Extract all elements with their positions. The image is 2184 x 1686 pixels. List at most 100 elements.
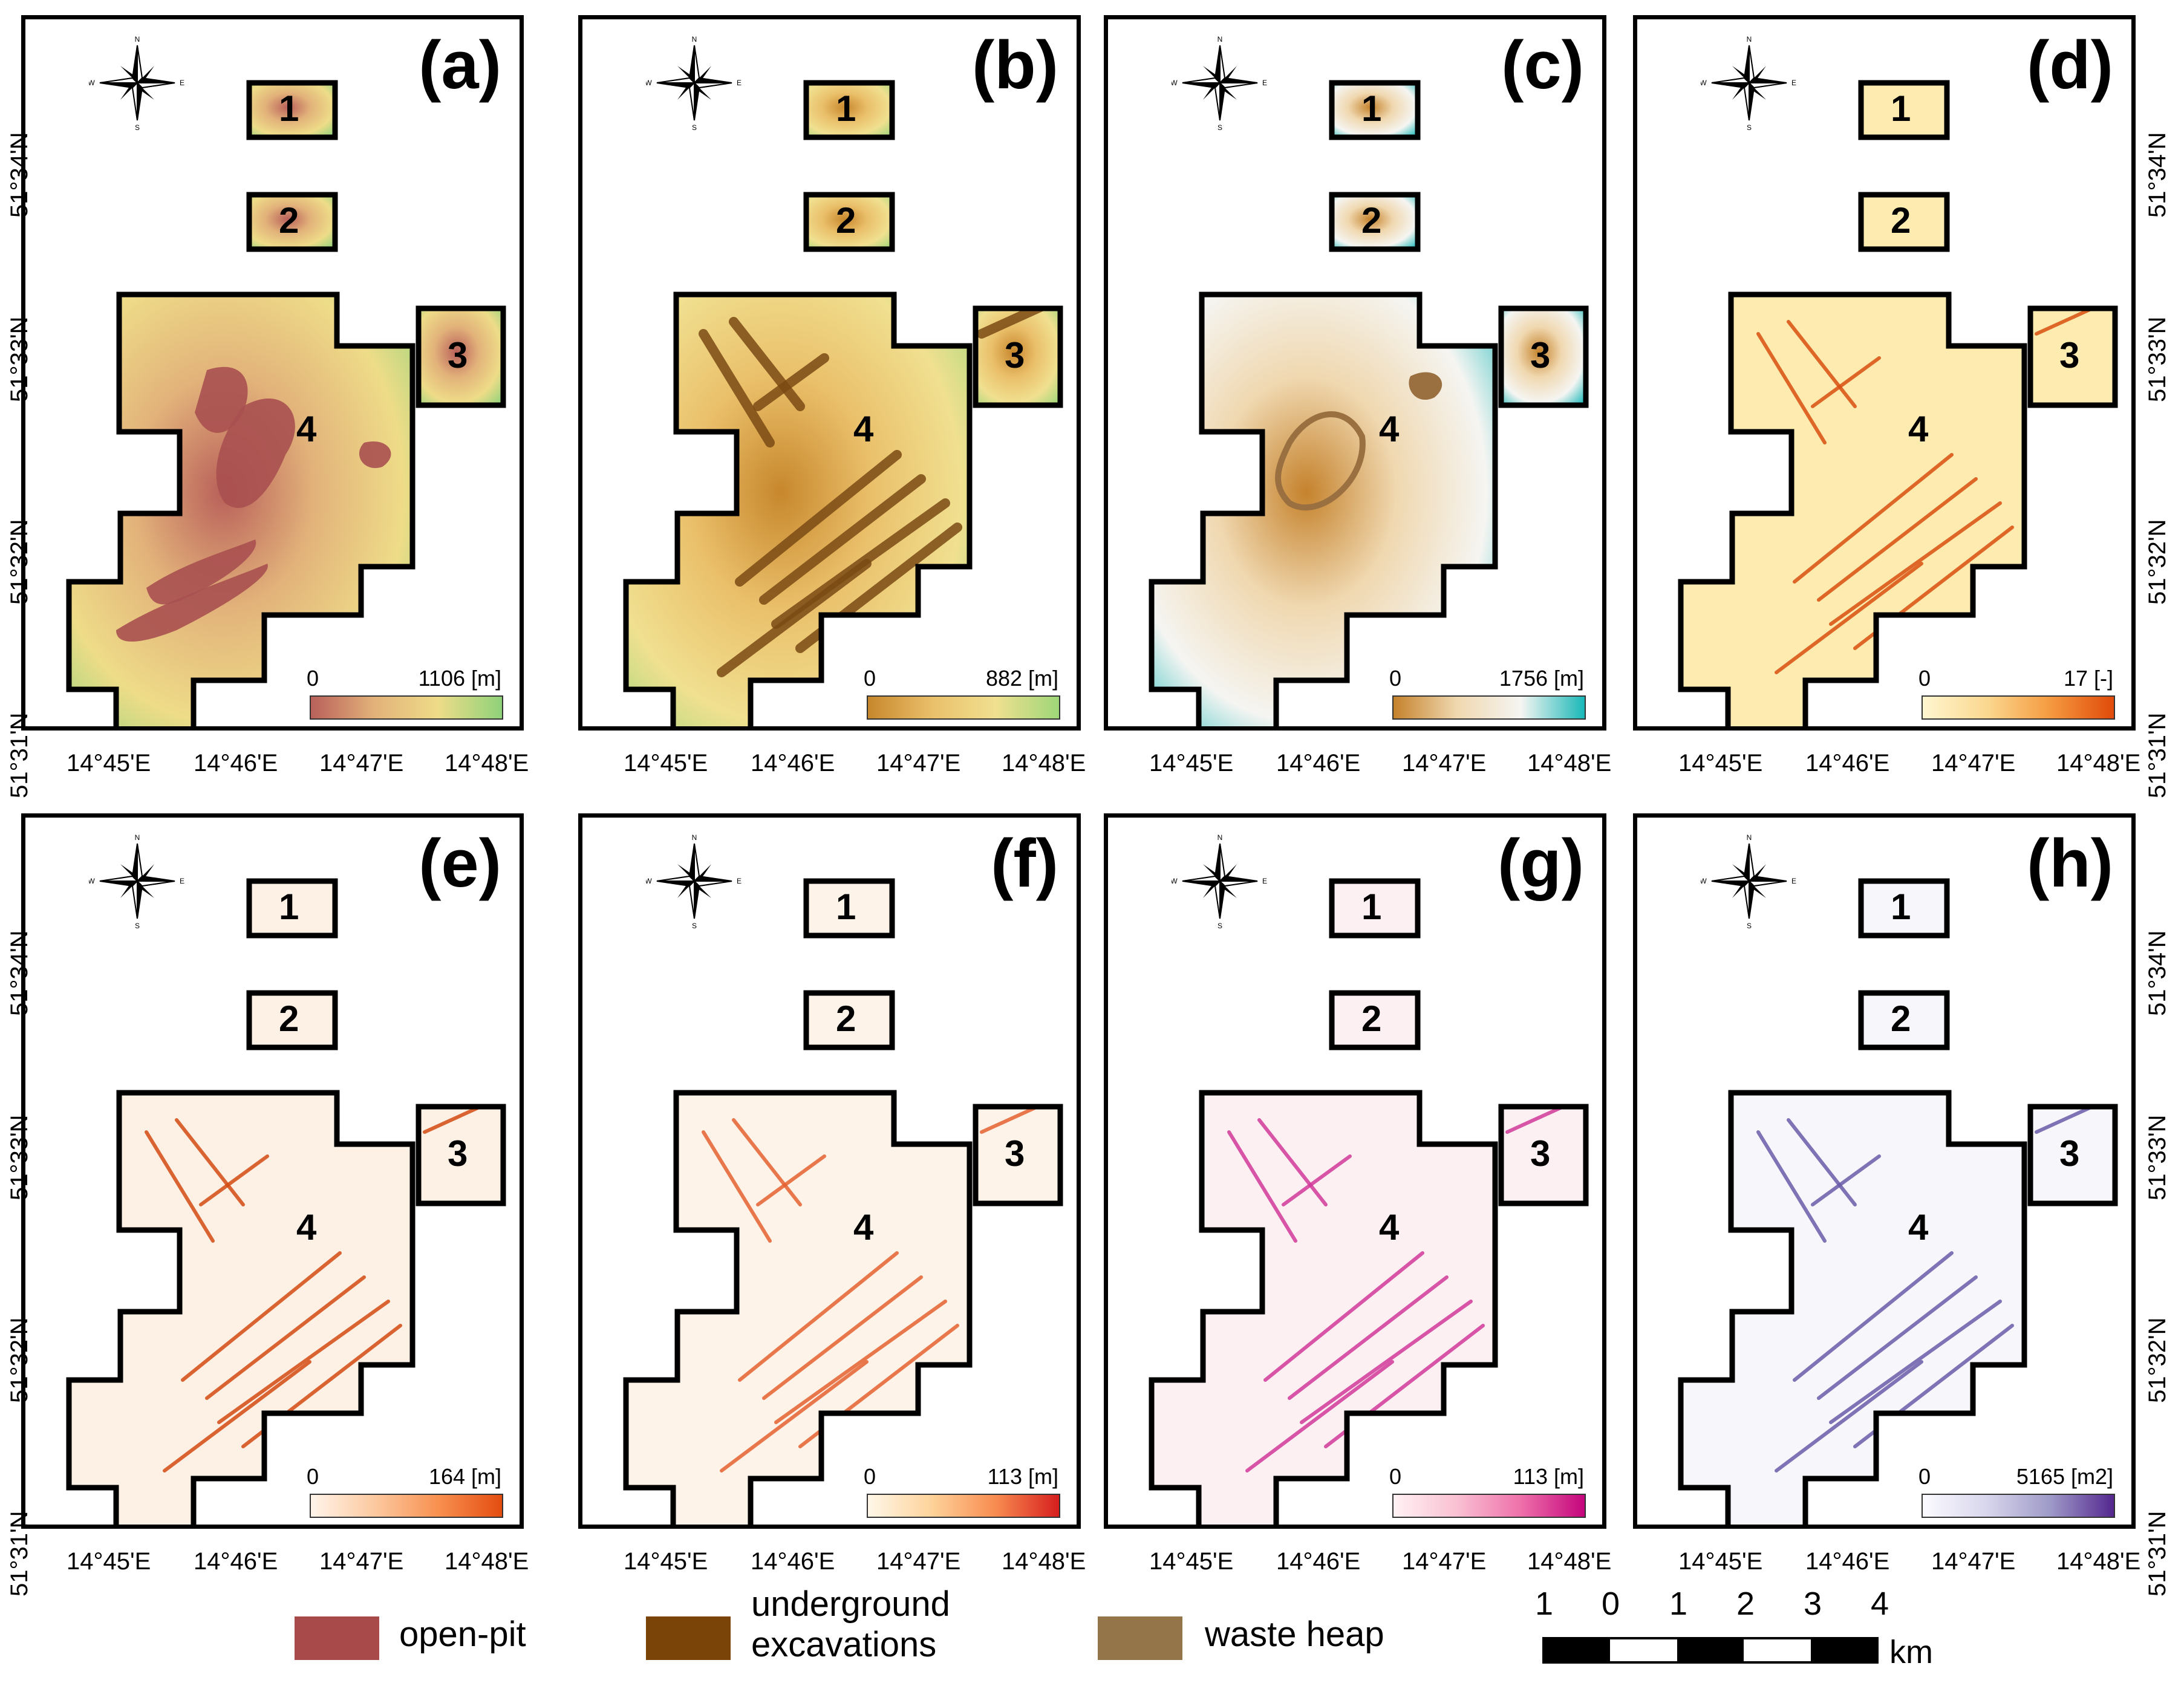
longitude-label: 14°48'E	[1002, 750, 1086, 776]
map-canvas	[1678, 878, 2118, 1525]
legend-swatch-underground-excavations	[646, 1616, 731, 1660]
scale-label-1-left: 1	[1535, 1586, 1554, 1622]
scale-label-0: 0	[1602, 1586, 1620, 1622]
region-label-1: 1	[836, 887, 856, 927]
colorbar-max-label: 5165 [m2]	[2016, 1464, 2113, 1489]
region-label-3: 3	[448, 1133, 468, 1174]
region-label-2: 2	[836, 998, 856, 1039]
longitude-label: 14°47'E	[1931, 1548, 2016, 1575]
scale-unit: km	[1889, 1634, 1933, 1670]
legend-label-open-pit: open-pit	[399, 1615, 526, 1654]
map-canvas	[623, 878, 1063, 1525]
compass-letter-n: N	[692, 35, 697, 44]
map-canvas	[66, 878, 506, 1525]
region-label-3: 3	[1005, 335, 1025, 376]
region-label-1: 1	[1891, 887, 1911, 927]
region-label-4: 4	[853, 1207, 874, 1248]
longitude-label: 14°47'E	[319, 1548, 404, 1575]
panel-letter: (e)	[419, 825, 501, 901]
map-panel: N E S W (g) 1 2 3 4 0 113 [m]	[1104, 813, 1606, 1529]
feature-overlay	[116, 366, 391, 642]
compass-letter-w: W	[646, 877, 652, 885]
colorbar	[1392, 1494, 1586, 1518]
longitude-label: 14°45'E	[1149, 750, 1234, 776]
feature-overlay	[1275, 372, 1442, 510]
colorbar-max-label: 17 [-]	[2063, 666, 2113, 691]
compass-rose-icon: N E S W	[89, 833, 184, 929]
compass-letter-w: W	[89, 79, 95, 87]
latitude-label: 51°34'N	[2144, 930, 2171, 1016]
longitude-label: 14°48'E	[1527, 750, 1612, 776]
longitude-label: 14°47'E	[876, 1548, 961, 1575]
legend-swatch-waste-heap	[1098, 1616, 1182, 1660]
compass-letter-e: E	[1262, 877, 1267, 885]
legend-label-waste-heap: waste heap	[1205, 1615, 1384, 1654]
scale-label-3: 3	[1804, 1586, 1822, 1622]
compass-letter-s: S	[692, 922, 697, 929]
region-label-4: 4	[1379, 409, 1400, 449]
region-label-3: 3	[448, 335, 468, 376]
region-label-3: 3	[1530, 1133, 1551, 1174]
feature-overlay	[702, 1100, 1050, 1473]
colorbar-min-label: 0	[307, 666, 319, 691]
compass-letter-n: N	[1747, 35, 1752, 44]
latitude-label: 51°33'N	[2144, 316, 2171, 402]
colorbar	[867, 1494, 1060, 1518]
colorbar-min-label: 0	[864, 666, 876, 691]
panel-letter: (d)	[2026, 27, 2113, 103]
colorbar	[310, 1494, 503, 1518]
compass-letter-n: N	[135, 833, 140, 842]
compass-letter-s: S	[1747, 922, 1752, 929]
map-panel: N E S W (c) 1 2 3 4 0 1756 [m]	[1104, 15, 1606, 731]
colorbar-min-label: 0	[1389, 666, 1402, 691]
compass-letter-e: E	[737, 79, 742, 87]
region-label-2: 2	[279, 998, 299, 1039]
region-label-4: 4	[1908, 1207, 1929, 1248]
region-label-4: 4	[296, 1207, 317, 1248]
panel-letter: (c)	[1501, 27, 1584, 103]
longitude-label: 14°45'E	[67, 750, 151, 776]
colorbar-min-label: 0	[1918, 666, 1931, 691]
longitude-label: 14°46'E	[194, 1548, 278, 1575]
map-canvas	[1678, 80, 2118, 726]
region-label-3: 3	[2059, 335, 2080, 376]
latitude-label: 51°34'N	[6, 930, 33, 1016]
colorbar-max-label: 164 [m]	[428, 1464, 501, 1489]
latitude-label: 51°32'N	[2144, 1317, 2171, 1403]
map-panel: N E S W (e) 1 2 3 4 0 164 [m]	[21, 813, 524, 1529]
colorbar	[310, 695, 503, 720]
latitude-label: 51°31'N	[6, 712, 33, 798]
region-label-2: 2	[836, 200, 856, 241]
longitude-label: 14°46'E	[1805, 750, 1890, 776]
latitude-label: 51°33'N	[6, 316, 33, 402]
compass-rose-icon: N E S W	[646, 35, 742, 131]
compass-letter-w: W	[1701, 877, 1707, 885]
region-label-4: 4	[1379, 1207, 1400, 1248]
latitude-label: 51°32'N	[6, 1317, 33, 1403]
longitude-label: 14°45'E	[1678, 1548, 1763, 1575]
longitude-label: 14°45'E	[624, 750, 708, 776]
compass-letter-e: E	[180, 877, 184, 885]
colorbar	[867, 695, 1060, 720]
latitude-label: 51°34'N	[2144, 132, 2171, 218]
colorbar-min-label: 0	[864, 1464, 876, 1489]
map-panel: N E S W (h) 1 2 3 4 0 5165 [m2]	[1633, 813, 2136, 1529]
longitude-label: 14°45'E	[624, 1548, 708, 1575]
latitude-label: 51°34'N	[6, 132, 33, 218]
colorbar	[1922, 1494, 2115, 1518]
region-label-2: 2	[1361, 998, 1382, 1039]
longitude-label: 14°48'E	[2056, 750, 2141, 776]
compass-letter-e: E	[180, 79, 184, 87]
compass-letter-s: S	[135, 123, 140, 131]
map-canvas	[623, 80, 1063, 726]
longitude-label: 14°46'E	[194, 750, 278, 776]
latitude-label: 51°31'N	[2144, 712, 2171, 798]
region-label-1: 1	[279, 887, 299, 927]
compass-letter-w: W	[89, 877, 95, 885]
longitude-label: 14°48'E	[445, 1548, 529, 1575]
longitude-label: 14°48'E	[2056, 1548, 2141, 1575]
longitude-label: 14°45'E	[1149, 1548, 1234, 1575]
compass-letter-w: W	[646, 79, 652, 87]
compass-rose-icon: N E S W	[89, 35, 184, 131]
